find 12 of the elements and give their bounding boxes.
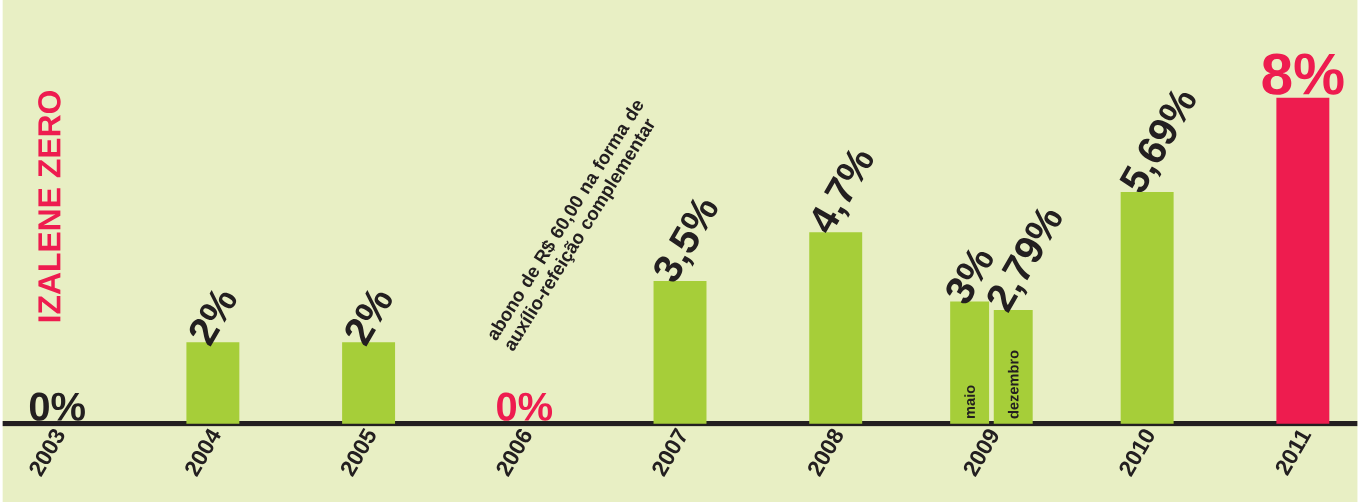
- bar: [1120, 191, 1174, 424]
- data-label: 2%: [189, 289, 237, 347]
- annotation: maio: [964, 385, 975, 419]
- data-label: 0%: [29, 392, 85, 421]
- data-label: 0%: [497, 392, 553, 421]
- annotation: dezembro: [1007, 350, 1019, 419]
- bar: [1276, 97, 1330, 424]
- bar: [653, 281, 707, 424]
- data-label: 8%: [1262, 53, 1344, 95]
- bar: [809, 232, 863, 424]
- annotation: IZALENE ZERO: [38, 90, 61, 322]
- data-label: 2%: [345, 289, 392, 347]
